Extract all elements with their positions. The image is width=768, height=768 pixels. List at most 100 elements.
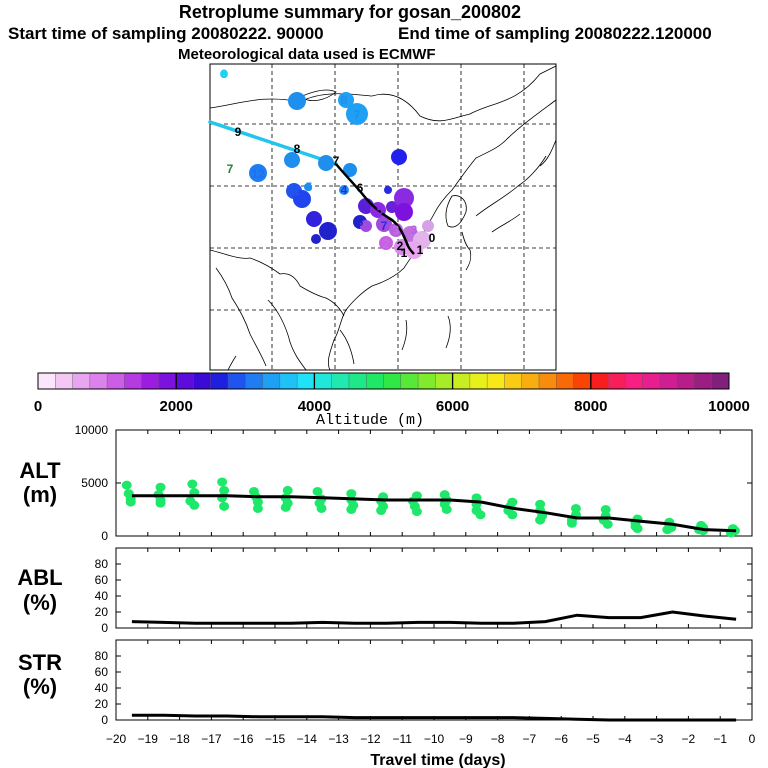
x-tick-label: −8 <box>491 732 505 746</box>
plume-point <box>219 501 230 511</box>
map-day-label: 7 <box>354 108 361 122</box>
str-fraction-line <box>131 713 737 722</box>
colorbar-cell <box>107 373 125 389</box>
colorbar-cell <box>711 373 730 389</box>
map-day-label: 8 <box>294 142 301 156</box>
colorbar-cell <box>245 373 263 389</box>
x-tick-label: −15 <box>265 732 286 746</box>
y-tick-label: 20 <box>95 697 109 711</box>
colorbar-cell <box>141 373 160 389</box>
plume-point <box>217 477 228 487</box>
x-tick-label: −17 <box>201 732 222 746</box>
colorbar-tick-label: 2000 <box>160 398 193 415</box>
trajectory-line <box>208 120 338 166</box>
colorbar-cell <box>55 373 73 389</box>
map-day-label: 7 <box>381 219 388 233</box>
y-tick-label: 10000 <box>75 423 109 437</box>
colorbar-tick-labels: 0 2000 4000 6000 8000 10000 <box>34 398 750 415</box>
plume-cluster <box>288 92 306 110</box>
colorbar-cell <box>279 373 298 389</box>
map-day-label: 2 <box>383 237 390 251</box>
str-panel-unit: (%) <box>23 674 57 699</box>
plume-point <box>252 497 263 507</box>
colorbar-cell <box>176 373 194 389</box>
start-time-label: Start time of sampling 20080222. 90000 <box>8 24 324 43</box>
colorbar-cell <box>158 373 177 389</box>
colorbar-tick-label: 0 <box>34 398 42 415</box>
plume-point <box>280 502 291 512</box>
alt-panel-unit: (m) <box>23 482 57 507</box>
plume-point <box>155 482 166 492</box>
y-tick-label: 60 <box>95 665 109 679</box>
map-day-label: 7 <box>333 154 340 168</box>
alt-panel: 10000 5000 0 <box>75 423 753 543</box>
plume-point <box>282 485 293 495</box>
plume-point <box>252 503 263 513</box>
colorbar-cell <box>590 373 609 389</box>
colorbar-cell <box>124 373 143 389</box>
plume-point <box>121 480 132 490</box>
colorbar-cell <box>521 373 540 389</box>
plume-point <box>602 519 613 529</box>
colorbar-cell <box>418 373 436 389</box>
colorbar-cell <box>400 373 419 389</box>
alt-panel-label: ALT <box>19 458 61 483</box>
x-tick-label: −7 <box>523 732 537 746</box>
str-panel-label: STR <box>18 650 62 675</box>
abl-panel-unit: (%) <box>23 590 57 615</box>
map-day-label: 4 <box>363 200 370 214</box>
colorbar-tick-label: 8000 <box>574 398 607 415</box>
plume-point <box>632 524 643 534</box>
map-day-label: 5 <box>377 203 384 217</box>
x-tick-label: −16 <box>233 732 254 746</box>
median-altitude-line <box>131 494 737 533</box>
plume-point <box>441 505 452 514</box>
map-day-label: 7 <box>321 155 328 169</box>
plume-cluster <box>391 149 407 165</box>
colorbar-cell <box>366 373 384 389</box>
plume-point <box>187 479 198 489</box>
met-data-label: Meteorological data used is ECMWF <box>178 46 436 63</box>
x-tick-label: −10 <box>424 732 445 746</box>
plume-cluster <box>422 220 434 232</box>
plume-point <box>312 486 323 496</box>
plume-point <box>155 498 166 508</box>
plume-cluster <box>338 92 354 108</box>
str-panel: 80 60 40 20 0 <box>95 639 753 727</box>
plume-cluster <box>360 220 372 232</box>
map-day-label: 8 <box>341 93 348 107</box>
colorbar-cell <box>38 373 56 389</box>
page-title: Retroplume summary for gosan_200802 <box>178 2 522 22</box>
colorbar-tick-label: 4000 <box>298 398 331 415</box>
plume-point <box>600 505 611 514</box>
y-tick-label: 60 <box>95 573 109 587</box>
colorbar-ticks <box>55 373 712 389</box>
map-day-label: 1 <box>417 243 424 257</box>
y-tick-label: 5000 <box>81 476 108 490</box>
panel-frame <box>115 639 753 721</box>
colorbar-cell <box>297 373 315 389</box>
abl-panel: 80 60 40 20 0 <box>95 547 753 635</box>
colorbar-cell <box>435 373 453 389</box>
colorbar-cell <box>210 373 229 389</box>
plume-cluster <box>384 186 392 194</box>
map-day-label: 3 <box>393 223 400 237</box>
colorbar-cell <box>487 373 505 389</box>
plume-point <box>566 518 577 528</box>
colorbar-cell <box>538 373 557 389</box>
colorbar-cell <box>642 373 661 389</box>
map-day-label: 6 <box>357 181 364 195</box>
colorbar-cell <box>348 373 367 389</box>
x-tick-label: −2 <box>682 732 696 746</box>
plume-cluster <box>339 185 349 195</box>
colorbar-cell <box>89 373 108 389</box>
y-tick-label: 80 <box>95 649 109 663</box>
plume-cluster <box>318 155 334 171</box>
plume-cluster <box>306 211 322 227</box>
plume-point <box>219 485 230 495</box>
map-day-label: 9 <box>293 95 300 109</box>
map-day-label: 2 <box>397 239 404 253</box>
plume-point <box>411 507 422 517</box>
